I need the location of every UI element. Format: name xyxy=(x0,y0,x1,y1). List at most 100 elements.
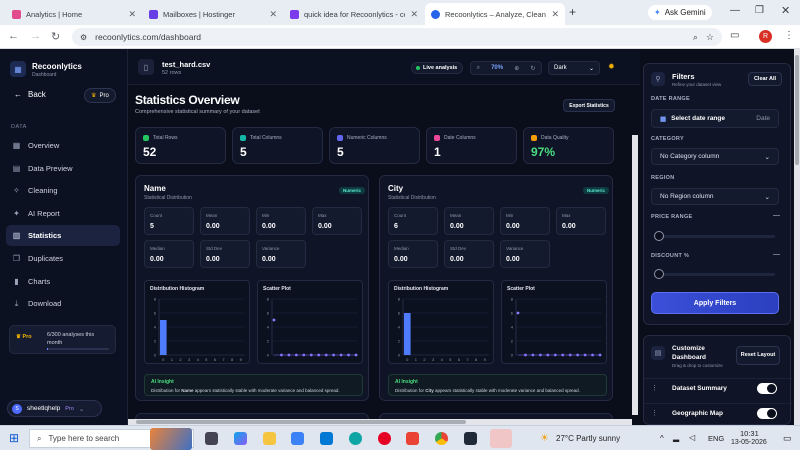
bookmark-star-icon[interactable]: ☆ xyxy=(705,31,714,42)
zoom-out-icon[interactable]: ⌕ xyxy=(476,64,480,71)
price-slider-track[interactable] xyxy=(655,235,775,238)
stat-card-total-columns: Total Columns 5 xyxy=(232,127,323,164)
theme-select[interactable]: Dark ⌄ xyxy=(548,61,600,75)
toggle-switch[interactable] xyxy=(757,383,777,394)
notification-icon[interactable]: ▭ xyxy=(783,433,792,443)
task-view-icon[interactable] xyxy=(205,432,218,445)
clock-date[interactable]: 13-05-2026 xyxy=(731,439,767,446)
widget-row-geographic-map[interactable]: ⋮ Geographic Map xyxy=(644,403,792,423)
sidebar-item-cleaning[interactable]: ✧ Cleaning xyxy=(6,181,120,200)
drag-handle-icon[interactable]: ⋮ xyxy=(651,385,658,392)
sidebar-item-duplicates[interactable]: ❐ Duplicates xyxy=(6,249,120,268)
gmail-icon[interactable] xyxy=(406,432,419,445)
tray-chevron-icon[interactable]: ^ xyxy=(660,434,664,443)
active-app-icon[interactable] xyxy=(490,429,512,448)
metric-label: Median xyxy=(150,246,165,251)
zoom-lens-icon[interactable]: ⌕ xyxy=(692,31,698,42)
url-bar[interactable]: ⚙ recoonlytics.com/dashboard ⌕ ☆ xyxy=(72,28,722,46)
toggle-switch[interactable] xyxy=(757,408,777,419)
collapse-icon[interactable]: — xyxy=(773,212,780,219)
user-menu[interactable]: S sheetlqhelp Pro ⌄ xyxy=(7,400,102,417)
sidebar-item-data-preview[interactable]: ▤ Data Preview xyxy=(6,159,120,178)
tick-label: 4 xyxy=(398,325,401,330)
price-slider-thumb[interactable] xyxy=(654,231,664,241)
minimize-icon[interactable]: — xyxy=(730,5,740,16)
language-indicator[interactable]: ENG xyxy=(708,434,725,443)
browser-tab-2[interactable]: quick idea for Recoonlytics - co ✕ xyxy=(284,3,424,25)
usage-tag-label: Pro xyxy=(22,334,32,340)
gemini-button[interactable]: ✦ Ask Gemini xyxy=(648,5,712,20)
scroll-thumb[interactable] xyxy=(136,420,466,424)
restore-icon[interactable]: ❐ xyxy=(755,5,764,16)
stat-value: 5 xyxy=(337,145,344,159)
discount-slider-track[interactable] xyxy=(655,273,775,276)
sun-icon[interactable]: ✹ xyxy=(608,62,615,71)
zoom-in-icon[interactable]: ⊕ xyxy=(514,65,520,72)
forward-arrow-icon[interactable]: → xyxy=(30,30,41,42)
date-tag: Date xyxy=(756,115,770,122)
widget-row-dataset-summary[interactable]: ⋮ Dataset Summary xyxy=(644,378,792,398)
panel-scrollbar[interactable] xyxy=(794,49,800,425)
sidebar-item-overview[interactable]: ▦ Overview xyxy=(6,136,120,155)
clear-all-button[interactable]: Clear All xyxy=(748,72,782,86)
close-icon[interactable]: ✕ xyxy=(269,8,277,19)
pinterest-icon[interactable] xyxy=(378,432,391,445)
browser-tab-0[interactable]: Analytics | Home ✕ xyxy=(6,3,142,25)
file-explorer-icon[interactable] xyxy=(263,432,276,445)
stat-value: 52 xyxy=(143,145,157,159)
tick-label: 7 xyxy=(466,357,469,362)
region-select[interactable]: No Region column ⌄ xyxy=(651,188,779,205)
live-analysis-badge: Live analysis xyxy=(411,62,463,74)
profile-avatar[interactable]: R xyxy=(759,30,772,43)
back-arrow-icon[interactable]: ← xyxy=(8,30,19,42)
reset-zoom-icon[interactable]: ↻ xyxy=(530,65,536,72)
new-tab-icon[interactable]: + xyxy=(569,5,577,19)
clock-time[interactable]: 10:31 xyxy=(740,429,759,438)
reset-layout-button[interactable]: Reset Layout xyxy=(736,346,780,365)
close-icon[interactable]: ✕ xyxy=(551,8,559,19)
metric-value: 0.00 xyxy=(450,223,464,230)
tick-label: 6 xyxy=(267,311,270,316)
network-icon[interactable]: ▂ xyxy=(673,433,680,442)
chrome-icon[interactable] xyxy=(435,432,448,445)
metric-value: 0.00 xyxy=(394,256,408,263)
browser-tab-1[interactable]: Mailboxes | Hostinger ✕ xyxy=(143,3,283,25)
sidebar-item-charts[interactable]: ▮ Charts xyxy=(6,272,120,291)
sidebar-item-download[interactable]: ⤓ Download xyxy=(6,294,120,313)
sidebar-item-ai-report[interactable]: ✦ AI Report xyxy=(6,204,120,223)
menu-dots-icon[interactable]: ⋮ xyxy=(784,30,794,41)
sidepanel-icon[interactable]: ▭ xyxy=(730,30,740,41)
sidebar-item-statistics[interactable]: ▥ Statistics xyxy=(6,225,120,246)
crown-icon: ♛ xyxy=(91,93,97,99)
export-statistics-button[interactable]: Export Statistics xyxy=(563,99,615,112)
browser-tab-3[interactable]: Recoonlytics – Analyze, Clean & ✕ xyxy=(425,3,565,25)
reload-icon[interactable]: ↻ xyxy=(51,31,61,43)
main-scrollbar[interactable] xyxy=(632,135,638,415)
date-range-picker[interactable]: ▦ Select date range Date xyxy=(651,109,779,128)
outlook-icon[interactable] xyxy=(320,432,333,445)
metric-value: 0.00 xyxy=(506,256,520,263)
weather-text[interactable]: 27°C Partly sunny xyxy=(556,434,621,443)
customize-card: ▤ Customize Dashboard Drag & drop to cus… xyxy=(643,335,792,425)
copilot-icon[interactable] xyxy=(234,432,247,445)
apply-filters-button[interactable]: Apply Filters xyxy=(651,292,779,314)
edge-icon[interactable] xyxy=(349,432,362,445)
discount-slider-thumb[interactable] xyxy=(654,269,664,279)
scroll-thumb[interactable] xyxy=(795,55,799,165)
close-icon[interactable]: ✕ xyxy=(128,8,136,19)
site-info-icon[interactable]: ⚙ xyxy=(80,32,88,42)
pro-badge[interactable]: ♛ Pro xyxy=(84,88,116,103)
widgets-image-icon[interactable] xyxy=(150,428,192,450)
window-close-icon[interactable]: ✕ xyxy=(781,5,791,17)
volume-icon[interactable]: ◁ xyxy=(689,433,696,442)
collapse-icon[interactable]: — xyxy=(773,251,780,258)
histogram-panel: Distribution Histogram 0 2 4 6 8 0 1 2 3 4 5 6 7 8 9 xyxy=(388,280,494,364)
windows-start-icon[interactable]: ⊞ xyxy=(9,431,20,445)
back-button[interactable]: ← Back xyxy=(14,90,46,99)
horizontal-scrollbar[interactable] xyxy=(128,419,632,425)
store-icon[interactable] xyxy=(291,432,304,445)
app-icon[interactable] xyxy=(464,432,477,445)
drag-handle-icon[interactable]: ⋮ xyxy=(651,410,658,417)
category-select[interactable]: No Category column ⌄ xyxy=(651,148,779,165)
close-icon[interactable]: ✕ xyxy=(410,8,418,19)
